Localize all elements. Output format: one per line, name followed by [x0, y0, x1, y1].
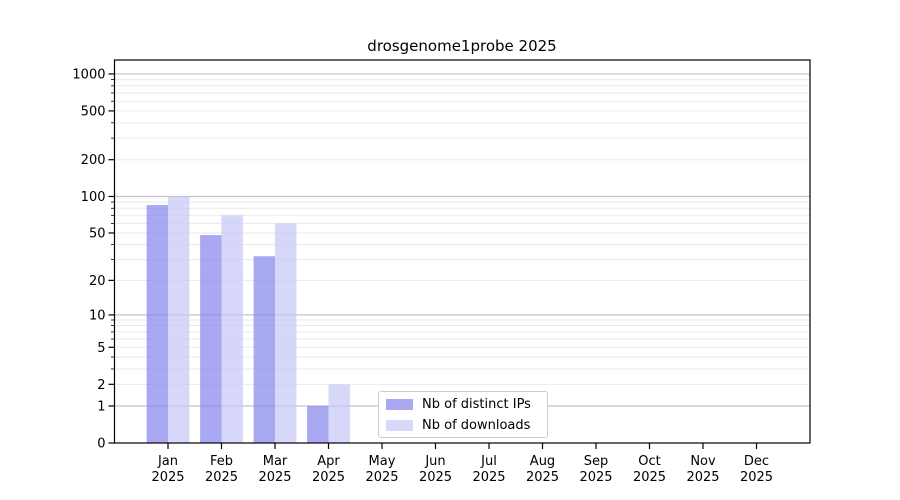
x-tick-label-month: Jun	[424, 454, 445, 469]
x-tick-label-year: 2025	[686, 470, 719, 485]
legend-entry-downloads: Nb of downloads	[386, 417, 541, 434]
bar-nb-of-downloads-feb	[221, 215, 243, 443]
x-tick-label-month: May	[369, 454, 396, 469]
x-tick-label-year: 2025	[579, 470, 612, 485]
y-tick-label: 50	[89, 226, 106, 241]
x-tick-label-month: Dec	[744, 454, 769, 469]
bar-nb-of-distinct-ips-feb	[200, 235, 222, 443]
x-tick-label-month: Mar	[263, 454, 288, 469]
y-tick-label: 2	[97, 378, 105, 393]
legend-entry-distinct-ips: Nb of distinct IPs	[386, 396, 541, 413]
chart-title: drosgenome1probe 2025	[367, 37, 557, 55]
x-tick-label-month: Nov	[690, 454, 716, 469]
x-tick-label-month: Feb	[210, 454, 233, 469]
x-tick-label-year: 2025	[419, 470, 452, 485]
y-tick-label: 200	[81, 153, 106, 168]
y-tick-label: 20	[89, 274, 106, 289]
y-tick-label: 1	[97, 399, 105, 414]
x-tick-label-year: 2025	[472, 470, 505, 485]
y-tick-label: 0	[97, 437, 105, 452]
legend-swatch-downloads	[386, 419, 413, 431]
legend-box: Nb of distinct IPs Nb of downloads	[378, 391, 548, 438]
x-tick-label-year: 2025	[205, 470, 238, 485]
bar-nb-of-distinct-ips-jan	[146, 205, 168, 443]
plot-border	[113, 59, 811, 444]
x-tick-label-year: 2025	[258, 470, 291, 485]
bar-nb-of-distinct-ips-mar	[253, 256, 275, 443]
x-tick-label-year: 2025	[526, 470, 559, 485]
x-tick-label-month: Jul	[480, 454, 497, 469]
y-tick-label: 100	[81, 190, 106, 205]
legend-label-distinct-ips: Nb of distinct IPs	[422, 396, 531, 412]
bar-nb-of-distinct-ips-apr	[307, 405, 329, 443]
bar-nb-of-downloads-jan	[168, 196, 190, 443]
bar-nb-of-downloads-mar	[275, 223, 297, 443]
y-tick-label: 500	[81, 104, 106, 119]
x-tick-label-year: 2025	[312, 470, 345, 485]
x-tick-label-month: Oct	[638, 454, 660, 469]
x-tick-label-month: Apr	[317, 454, 340, 469]
y-tick-label: 10	[89, 308, 106, 323]
x-tick-label-year: 2025	[365, 470, 398, 485]
legend-swatch-distinct-ips	[386, 398, 413, 410]
x-tick-label-year: 2025	[633, 470, 666, 485]
x-tick-label-year: 2025	[151, 470, 184, 485]
bar-nb-of-downloads-apr	[328, 384, 350, 443]
y-tick-label: 5	[97, 341, 105, 356]
x-tick-label-year: 2025	[740, 470, 773, 485]
x-tick-label-month: Aug	[530, 454, 555, 469]
y-tick-label: 1000	[72, 67, 105, 82]
x-tick-label-month: Jan	[157, 454, 178, 469]
legend-label-downloads: Nb of downloads	[422, 417, 531, 433]
x-tick-label-month: Sep	[584, 454, 609, 469]
